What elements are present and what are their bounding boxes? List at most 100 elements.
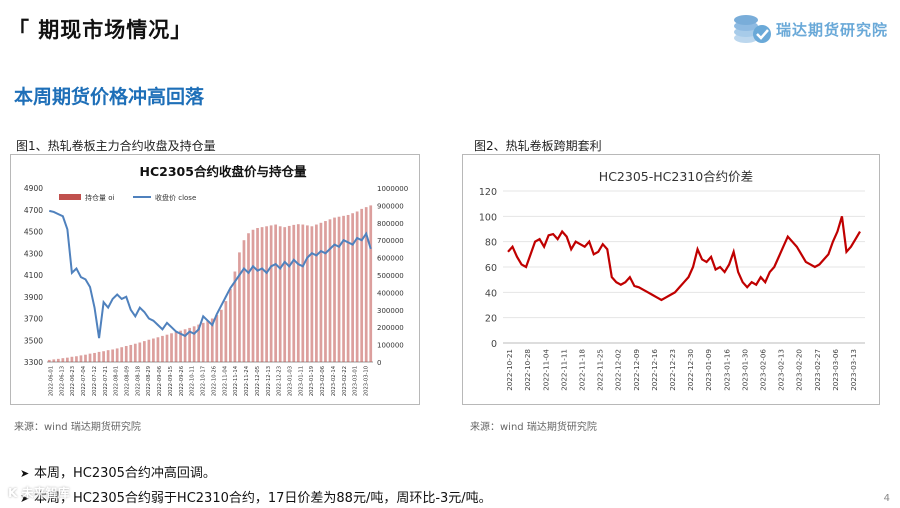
oi-bar (256, 228, 259, 362)
bullet-item: ➤ 本周，HC2305合约冲高回调。 (20, 462, 216, 481)
y-tick-label: 120 (479, 187, 497, 198)
price-oi-chart: HC2305合约收盘价与持仓量 3300 3500 3700 3900 4100 4300… (24, 164, 408, 396)
x-tick-label: 2022-06-13 (59, 366, 65, 396)
oi-bar (360, 208, 364, 362)
oi-bar (142, 341, 146, 362)
oi-bar (156, 337, 160, 362)
oi-bar (138, 342, 142, 362)
section-subtitle: 本周期货价格冲高回落 (14, 86, 205, 108)
x-tick-label: 2022-08-18 (135, 366, 141, 396)
oi-bar (210, 318, 214, 362)
x-tick-label: 2022-06-01 (48, 366, 54, 396)
chart1-title: HC2305合约收盘价与持仓量 (140, 164, 307, 179)
oi-bar (102, 351, 105, 362)
oi-bar (369, 205, 373, 362)
x-tick-label: 2023-02-27 (813, 349, 822, 391)
oi-bar (115, 348, 119, 362)
x-tick-label: 2023-02-14 (331, 365, 337, 396)
oi-bar (97, 351, 101, 362)
bullet-text: 本周，HC2305合约冲高回调。 (34, 466, 216, 481)
oi-bar (287, 225, 291, 362)
logo-text: 瑞达期货研究院 (776, 21, 889, 39)
y-tick-label: 20 (485, 314, 497, 325)
x-tick-label: 2022-12-16 (650, 349, 659, 391)
legend-label-close: 收盘价 close (155, 193, 196, 202)
x-tick-label: 2023-02-22 (342, 366, 348, 396)
y-right-tick-label: 300000 (377, 307, 404, 315)
oi-bar (355, 211, 359, 362)
oi-bar (301, 224, 305, 362)
oi-bar (333, 217, 336, 362)
oi-bar (165, 334, 169, 362)
spread-line (507, 216, 861, 302)
oi-bar (120, 347, 124, 362)
figure2-panel: HC2305-HC2310合约价差 0 20 40 60 80 100 120 2022-1… (462, 154, 880, 405)
bullet-item: ➤ 本周，HC2305合约弱于HC2310合约，17日价差为88元/吨，周环比-3… (20, 487, 492, 506)
x-tick-label: 2022-12-09 (632, 349, 641, 391)
oi-bar (251, 229, 255, 362)
y-right-tick-label: 900000 (377, 202, 404, 210)
oi-bar (265, 226, 268, 362)
arrow-bullet-icon: ➤ (20, 492, 30, 505)
y-right-tick-label: 100000 (377, 342, 404, 350)
oi-bar (133, 343, 137, 362)
y-left-tick-label: 4900 (24, 184, 43, 193)
x-tick-label: 2022-11-11 (559, 349, 568, 391)
y-right-tick-label: 700000 (377, 237, 404, 245)
oi-bar (70, 356, 74, 362)
figure1-source: 来源：wind 瑞达期货研究院 (14, 422, 141, 433)
y-left-tick-label: 4500 (24, 228, 43, 237)
oi-bar (242, 240, 246, 362)
x-tick-label: 2022-10-11 (190, 366, 196, 396)
x-tick-label: 2023-01-09 (704, 349, 713, 391)
x-tick-label: 2023-03-06 (831, 349, 840, 391)
oi-bar (84, 354, 87, 362)
legend-swatch-oi (59, 194, 81, 200)
oi-bar (124, 345, 128, 362)
y-tick-label: 80 (485, 238, 497, 249)
oi-bar (319, 222, 323, 362)
y-left-tick-label: 4700 (24, 206, 43, 215)
x-tick-label: 2022-11-04 (222, 365, 228, 396)
oi-bar (188, 327, 191, 362)
coin-stack-icon (734, 15, 771, 43)
company-logo: 瑞达期货研究院 (732, 12, 892, 46)
x-tick-label: 2022-08-01 (114, 366, 120, 396)
x-tick-label: 2023-02-13 (777, 349, 786, 391)
oi-bar (292, 224, 296, 362)
x-tick-label: 2023-01-19 (309, 366, 315, 396)
oi-bar (61, 358, 65, 362)
figure1-panel: HC2305合约收盘价与持仓量 3300 3500 3700 3900 4100 4300… (10, 154, 420, 405)
x-tick-label: 2022-08-29 (146, 366, 152, 396)
y-left-tick-label: 3500 (24, 336, 43, 345)
x-tick-label: 2022-07-04 (81, 365, 87, 396)
oi-bar (179, 330, 182, 362)
oi-bar (224, 301, 228, 362)
y-left-tick-label: 4100 (24, 271, 43, 280)
y-right-tick-label: 200000 (377, 324, 404, 332)
x-tick-label: 2023-01-03 (288, 366, 294, 396)
close-price-line (49, 209, 372, 339)
spread-chart: HC2305-HC2310合约价差 0 20 40 60 80 100 120 2022-1… (479, 169, 865, 391)
y-tick-label: 40 (485, 288, 497, 299)
x-tick-label: 2023-03-10 (364, 366, 370, 396)
oi-bar (79, 355, 83, 362)
oi-bar (183, 329, 187, 362)
x-tick-label: 2023-03-13 (849, 349, 858, 391)
oi-bar (197, 324, 201, 362)
y-left-tick-label: 3300 (24, 358, 43, 367)
x-tick-label: 2022-11-14 (233, 365, 239, 396)
oi-bar (201, 322, 205, 362)
x-tick-label: 2022-08-09 (125, 366, 131, 396)
y-right-tick-label: 500000 (377, 272, 404, 280)
y-left-tick-label: 4300 (24, 249, 43, 258)
oi-bar (283, 227, 287, 362)
oi-bar (147, 339, 151, 362)
y-left-tick-label: 3900 (24, 293, 43, 302)
oi-bar (88, 353, 92, 362)
oi-bar (238, 252, 241, 362)
x-tick-label: 2022-12-13 (266, 366, 272, 396)
x-tick-label: 2022-11-04 (541, 349, 550, 391)
x-tick-label: 2022-12-05 (255, 366, 261, 396)
x-tick-label: 2022-12-23 (668, 349, 677, 391)
